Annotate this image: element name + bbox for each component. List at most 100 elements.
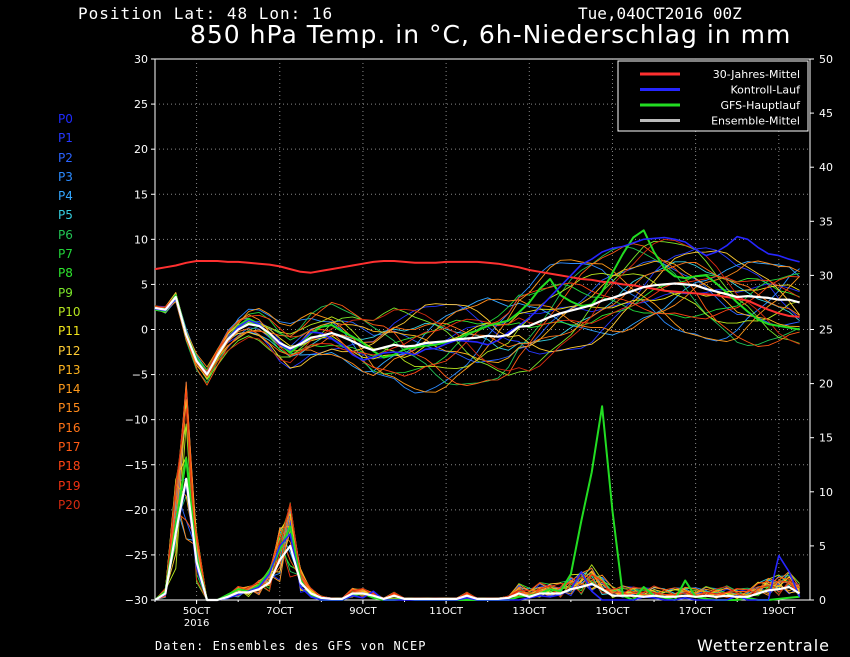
gfs-precip-line xyxy=(154,405,800,601)
y-left-tick-label: 0 xyxy=(141,324,148,337)
y-left-tick-label: −5 xyxy=(132,369,148,382)
x-tick-label: 15OCT xyxy=(596,606,631,617)
member-precip-line xyxy=(154,399,800,601)
climate-mean-line xyxy=(154,260,800,318)
y-left-tick-label: −20 xyxy=(125,504,148,517)
member-label: P1 xyxy=(58,131,73,146)
x-tick-label: 11OCT xyxy=(429,606,464,617)
member-temp-line xyxy=(154,261,800,373)
member-precip-line xyxy=(154,495,800,601)
member-precip-line xyxy=(154,389,800,601)
member-temp-line xyxy=(154,260,800,377)
member-precip-line xyxy=(154,478,800,601)
y-right-tick-label: 25 xyxy=(819,324,833,337)
member-label: P7 xyxy=(58,247,73,262)
x-tick-sublabel: 2016 xyxy=(184,618,209,629)
y-right-tick-label: 0 xyxy=(819,594,826,607)
chart-title: 850 hPa Temp. in °C, 6h-Niederschlag in … xyxy=(190,20,792,49)
member-label: P10 xyxy=(58,304,81,319)
position-label: Position Lat: 48 Lon: 16 xyxy=(78,4,334,23)
y-left-tick-label: 5 xyxy=(141,278,148,291)
member-temp-line xyxy=(154,275,800,377)
x-tick-label: 9OCT xyxy=(349,606,377,617)
legend-label: Ensemble-Mittel xyxy=(711,115,800,128)
control-precip-line xyxy=(154,482,801,601)
y-left-tick-label: −15 xyxy=(125,459,148,472)
member-label: P18 xyxy=(58,459,81,474)
member-label: P12 xyxy=(58,343,81,358)
x-tick-label: 17OCT xyxy=(679,606,714,617)
y-right-tick-label: 15 xyxy=(819,432,833,445)
member-precip-line xyxy=(154,381,800,601)
y-right-tick-label: 20 xyxy=(819,378,833,391)
y-left-tick-label: −30 xyxy=(125,594,148,607)
member-label: P17 xyxy=(58,440,81,455)
x-tick-label: 5OCT xyxy=(183,606,211,617)
brand-label: Wetterzentrale xyxy=(697,636,831,655)
member-label: P4 xyxy=(58,189,73,204)
member-precip-line xyxy=(154,381,800,601)
member-label: P14 xyxy=(58,382,81,397)
y-left-tick-label: 15 xyxy=(134,188,148,201)
member-temp-line xyxy=(154,238,800,378)
member-list: P0 P1 P2 P3 P4 P5 P6 P7 P8 P9 P10 P11 P12 P13 P14 P15 P1… xyxy=(58,110,108,515)
y-left-tick-label: −25 xyxy=(125,549,148,562)
member-label: P11 xyxy=(58,324,81,339)
y-left-tick-label: 10 xyxy=(134,233,148,246)
member-label: P9 xyxy=(58,285,73,300)
data-source-label: Daten: Ensembles des GFS von NCEP xyxy=(155,639,427,653)
member-label: P2 xyxy=(58,150,73,165)
member-precip-line xyxy=(154,384,800,601)
y-left-tick-label: 30 xyxy=(134,53,148,66)
member-label: P5 xyxy=(58,208,73,223)
member-precip-line xyxy=(154,384,800,601)
run-date: Tue,04OCT2016 00Z xyxy=(578,4,742,23)
member-label: P20 xyxy=(58,497,81,512)
member-precip-line xyxy=(154,456,800,601)
member-label: P15 xyxy=(58,401,81,416)
member-temp-line xyxy=(154,261,800,377)
member-temp-line xyxy=(154,272,800,380)
y-right-tick-label: 40 xyxy=(819,161,833,174)
y-right-tick-label: 30 xyxy=(819,269,833,282)
y-left-tick-label: 25 xyxy=(134,98,148,111)
ensemble-mean-temp-line xyxy=(154,282,800,376)
member-label: P6 xyxy=(58,227,73,242)
ensemble-mean-precip-line xyxy=(154,477,801,602)
y-left-tick-label: −10 xyxy=(125,414,148,427)
member-precip-line xyxy=(154,456,800,601)
member-precip-line xyxy=(154,408,800,601)
y-right-tick-label: 50 xyxy=(819,53,833,66)
member-label: P16 xyxy=(58,420,81,435)
member-label: P0 xyxy=(58,112,73,126)
member-temp-line xyxy=(154,250,800,373)
member-label: P8 xyxy=(58,266,73,281)
member-precip-line xyxy=(154,489,800,601)
member-precip-line xyxy=(154,423,800,601)
x-tick-label: 7OCT xyxy=(266,606,294,617)
member-temp-line xyxy=(154,259,800,393)
member-precip-line xyxy=(154,423,800,601)
member-label: P19 xyxy=(58,478,81,493)
legend-label: Kontroll-Lauf xyxy=(731,84,802,97)
member-precip-line xyxy=(154,495,800,601)
member-precip-line xyxy=(154,399,800,601)
member-precip-line xyxy=(154,478,800,601)
member-temp-line xyxy=(154,240,800,380)
x-tick-label: 19OCT xyxy=(762,606,797,617)
member-precip-line xyxy=(154,484,800,601)
y-left-tick-label: 20 xyxy=(134,143,148,156)
y-right-tick-label: 35 xyxy=(819,215,833,228)
member-temp-line xyxy=(154,243,800,386)
member-label: P13 xyxy=(58,362,81,377)
member-precip-line xyxy=(154,389,800,601)
member-temp-line xyxy=(154,262,800,394)
y-right-tick-label: 45 xyxy=(819,107,833,120)
legend-label: GFS-Hauptlauf xyxy=(720,99,801,112)
y-right-tick-label: 5 xyxy=(819,540,826,553)
y-right-tick-label: 10 xyxy=(819,486,833,499)
x-tick-label: 13OCT xyxy=(512,606,547,617)
legend-label: 30-Jahres-Mittel xyxy=(713,68,800,81)
member-label: P3 xyxy=(58,169,73,184)
